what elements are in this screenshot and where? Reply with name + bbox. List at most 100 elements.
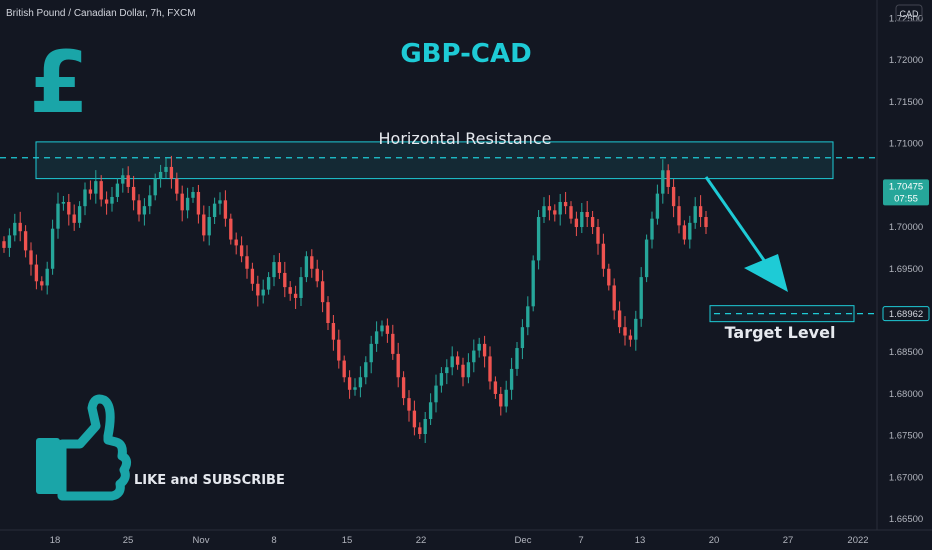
candle <box>407 390 411 422</box>
resistance-zone[interactable] <box>35 141 834 180</box>
target-price-badge <box>882 306 930 322</box>
candle <box>50 219 55 275</box>
currency-badge[interactable]: CAD <box>899 9 919 19</box>
candle <box>158 164 163 188</box>
time-tick-label: 27 <box>783 535 794 546</box>
time-tick-label: Dec <box>515 535 532 546</box>
price-tick-label: 1.71500 <box>889 97 923 108</box>
last-price-badge <box>883 179 929 206</box>
candle <box>83 182 87 216</box>
candle <box>461 357 465 387</box>
candle <box>126 166 130 193</box>
svg-text:£: £ <box>29 33 89 133</box>
candle <box>472 339 476 373</box>
candle <box>256 275 260 307</box>
candle <box>212 197 217 225</box>
chart-title: GBP-CAD <box>400 39 531 69</box>
candle <box>277 253 282 279</box>
candle <box>596 219 600 255</box>
candle <box>56 192 60 239</box>
candle <box>401 371 406 406</box>
candle <box>7 228 12 257</box>
time-tick-label: 13 <box>635 535 646 546</box>
candle <box>434 374 438 413</box>
candle <box>342 355 346 383</box>
candle <box>688 215 692 249</box>
candle <box>94 170 98 204</box>
price-tick-label: 1.69500 <box>889 264 923 275</box>
candle <box>574 211 579 237</box>
candle <box>590 210 595 235</box>
candle <box>499 386 503 416</box>
price-tick-label: 1.67500 <box>889 431 923 442</box>
candle <box>293 285 298 309</box>
currency-badge-box[interactable] <box>895 4 923 22</box>
price-tick-label: 1.71000 <box>889 139 923 150</box>
time-tick-label: 20 <box>709 535 720 546</box>
time-tick-label: 25 <box>123 535 134 546</box>
candle <box>61 195 66 211</box>
candle <box>542 197 546 224</box>
time-tick-label: 8 <box>271 535 276 546</box>
time-tick-label: 18 <box>50 535 61 546</box>
candle <box>18 211 22 242</box>
candle <box>536 209 541 270</box>
price-tick-label: 1.66500 <box>889 514 923 525</box>
candle <box>612 278 616 320</box>
candle <box>428 393 433 426</box>
price-tick-label: 1.72000 <box>889 55 923 66</box>
candle <box>617 301 622 334</box>
price-axis[interactable]: 1.725001.720001.715001.710001.705001.700… <box>889 13 923 525</box>
candle <box>299 267 303 306</box>
candle <box>580 202 584 234</box>
candle <box>677 196 681 234</box>
time-tick-label: 22 <box>416 535 427 546</box>
candle <box>218 192 222 215</box>
arrow-down-right-icon <box>704 176 788 292</box>
candle <box>67 193 71 226</box>
time-tick-label: 2022 <box>847 535 868 546</box>
candle <box>202 205 206 242</box>
candle <box>261 279 265 304</box>
candle <box>585 200 589 228</box>
candle <box>110 186 114 212</box>
candle <box>191 186 195 203</box>
thumbs-up-icon <box>36 394 132 501</box>
price-tick-label: 1.67000 <box>889 472 923 483</box>
candle <box>358 366 363 398</box>
candle <box>418 422 422 440</box>
candle <box>661 159 665 204</box>
candle <box>693 197 697 229</box>
candle <box>671 178 676 218</box>
price-tick-label: 1.70000 <box>889 222 923 233</box>
candle <box>250 262 255 291</box>
candle <box>439 367 444 393</box>
resistance-label: Horizontal Resistance <box>379 129 552 148</box>
candle <box>666 164 670 194</box>
candle <box>142 198 147 226</box>
candle <box>180 185 184 222</box>
candle <box>272 255 276 287</box>
candle <box>45 261 49 295</box>
pound-sign-icon: £ <box>29 33 89 133</box>
candle <box>634 310 638 351</box>
candle <box>450 346 454 376</box>
candle <box>337 329 341 369</box>
candle <box>466 353 471 384</box>
candle <box>169 155 174 189</box>
candle <box>644 234 649 283</box>
candle <box>121 168 125 193</box>
last-price-label: 1.70475 <box>889 181 923 192</box>
candle <box>531 255 535 312</box>
candle <box>245 245 249 279</box>
candle <box>104 191 109 215</box>
candle <box>385 318 390 343</box>
candle <box>88 180 93 200</box>
candle <box>553 204 557 222</box>
time-axis[interactable]: 18 25 Nov 8 15 22 Dec 7 13 20 27 2022 <box>50 535 869 546</box>
candle <box>153 173 157 201</box>
candle <box>445 359 449 385</box>
candle <box>347 370 352 399</box>
candle <box>380 320 384 337</box>
